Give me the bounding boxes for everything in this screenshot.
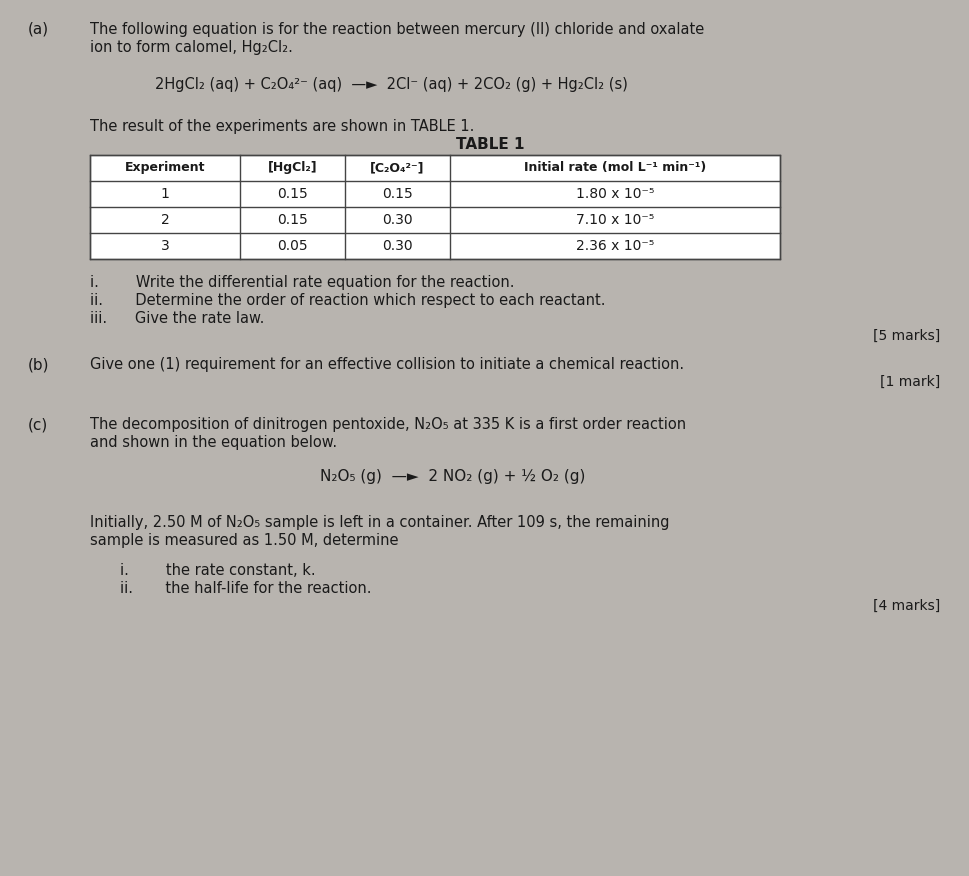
Text: ii.       Determine the order of reaction which respect to each reactant.: ii. Determine the order of reaction whic… [90, 293, 605, 308]
Text: 2: 2 [161, 213, 170, 227]
Text: [4 marks]: [4 marks] [872, 599, 939, 613]
Text: 2HgCl₂ (aq) + C₂O₄²⁻ (aq)  —►  2Cl⁻ (aq) + 2CO₂ (g) + Hg₂Cl₂ (s): 2HgCl₂ (aq) + C₂O₄²⁻ (aq) —► 2Cl⁻ (aq) +… [155, 77, 627, 92]
Text: i.        the rate constant, k.: i. the rate constant, k. [120, 563, 315, 578]
Text: 1: 1 [161, 187, 170, 201]
Text: Initial rate (mol L⁻¹ min⁻¹): Initial rate (mol L⁻¹ min⁻¹) [523, 161, 705, 174]
Text: 7.10 x 10⁻⁵: 7.10 x 10⁻⁵ [576, 213, 653, 227]
Text: [C₂O₄²⁻]: [C₂O₄²⁻] [370, 161, 424, 174]
Text: ii.       the half-life for the reaction.: ii. the half-life for the reaction. [120, 581, 371, 596]
Bar [90, 155, 779, 259]
Text: 0.15: 0.15 [382, 187, 413, 201]
Text: 3: 3 [161, 239, 170, 253]
Text: TABLE 1: TABLE 1 [455, 137, 523, 152]
Text: The result of the experiments are shown in TABLE 1.: The result of the experiments are shown … [90, 119, 474, 134]
Text: i.        Write the differential rate equation for the reaction.: i. Write the differential rate equation … [90, 275, 514, 290]
Text: The following equation is for the reaction between mercury (II) chloride and oxa: The following equation is for the reacti… [90, 22, 703, 37]
Text: ion to form calomel, Hg₂Cl₂.: ion to form calomel, Hg₂Cl₂. [90, 40, 293, 55]
Text: [HgCl₂]: [HgCl₂] [267, 161, 317, 174]
Text: 1.80 x 10⁻⁵: 1.80 x 10⁻⁵ [576, 187, 653, 201]
Text: Initially, 2.50 M of N₂O₅ sample is left in a container. After 109 s, the remain: Initially, 2.50 M of N₂O₅ sample is left… [90, 515, 669, 530]
Text: Experiment: Experiment [125, 161, 205, 174]
Text: 0.30: 0.30 [382, 239, 413, 253]
Text: (b): (b) [28, 357, 49, 372]
Text: iii.      Give the rate law.: iii. Give the rate law. [90, 311, 265, 326]
Text: [1 mark]: [1 mark] [879, 375, 939, 389]
Text: (a): (a) [28, 22, 49, 37]
Text: and shown in the equation below.: and shown in the equation below. [90, 435, 337, 450]
Text: N₂O₅ (g)  —►  2 NO₂ (g) + ½ O₂ (g): N₂O₅ (g) —► 2 NO₂ (g) + ½ O₂ (g) [320, 469, 584, 484]
Text: 0.15: 0.15 [277, 187, 307, 201]
Text: sample is measured as 1.50 M, determine: sample is measured as 1.50 M, determine [90, 533, 398, 548]
Text: 0.30: 0.30 [382, 213, 413, 227]
Text: (c): (c) [28, 417, 48, 432]
Text: 0.05: 0.05 [277, 239, 307, 253]
Text: [5 marks]: [5 marks] [872, 329, 939, 343]
Text: Give one (1) requirement for an effective collision to initiate a chemical react: Give one (1) requirement for an effectiv… [90, 357, 683, 372]
Text: The decomposition of dinitrogen pentoxide, N₂O₅ at 335 K is a first order reacti: The decomposition of dinitrogen pentoxid… [90, 417, 685, 432]
Text: 0.15: 0.15 [277, 213, 307, 227]
Text: 2.36 x 10⁻⁵: 2.36 x 10⁻⁵ [576, 239, 653, 253]
